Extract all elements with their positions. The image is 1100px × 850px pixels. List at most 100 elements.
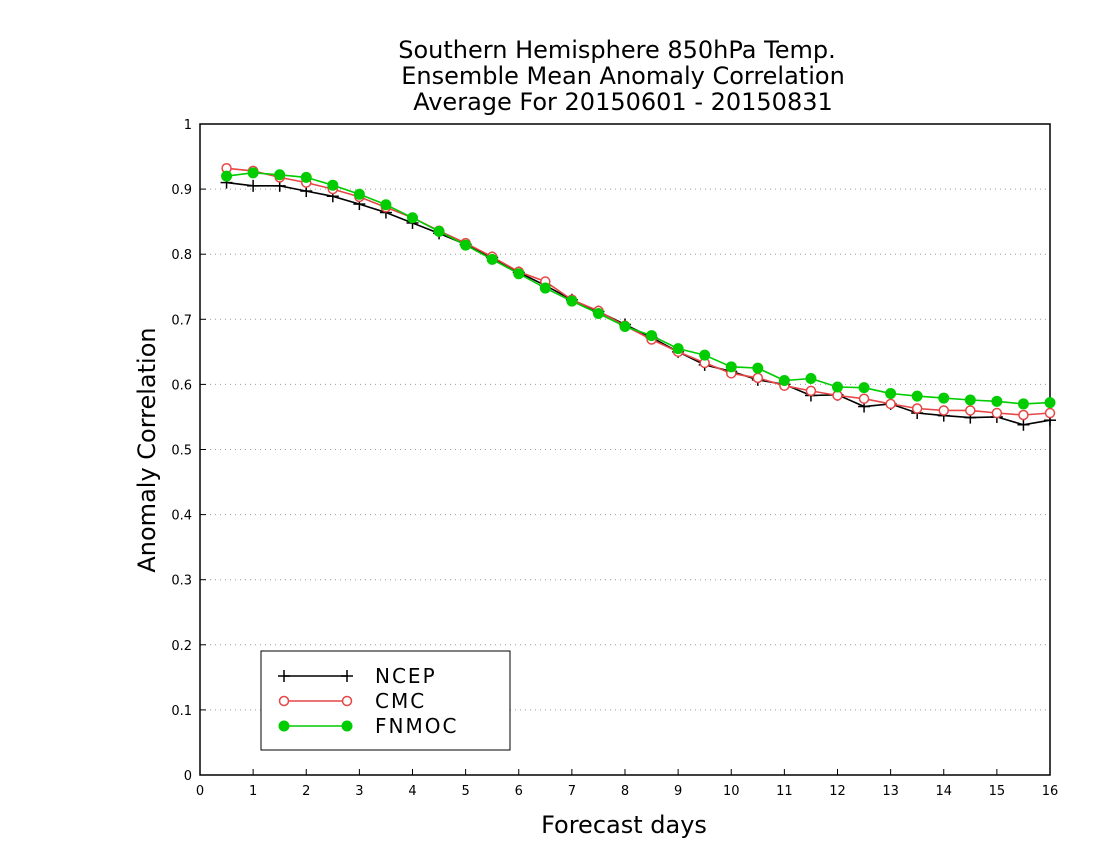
y-tick-label: 0.6 (171, 378, 192, 393)
y-tick-label: 0.9 (171, 183, 192, 198)
data-point-fnmoc (539, 282, 551, 294)
y-tick-label: 0.1 (171, 704, 192, 719)
y-tick-label: 0.5 (171, 444, 192, 459)
data-point-cmc (911, 403, 923, 414)
data-point-fnmoc (221, 170, 233, 182)
data-point-fnmoc (911, 390, 923, 402)
x-tick-label: 8 (621, 784, 629, 799)
data-point-fnmoc (274, 169, 286, 181)
x-tick-label: 16 (1042, 784, 1059, 799)
data-point-fnmoc (327, 179, 339, 191)
y-axis-ticks: 0 0.1 0.2 0.3 0.4 0.5 0.6 0.7 0.8 0.9 1 (171, 118, 206, 784)
y-tick-label: 0.4 (171, 509, 192, 524)
data-point-fnmoc (1044, 397, 1056, 409)
y-tick-label: 0.7 (171, 313, 192, 328)
grid-lines (200, 188, 1050, 711)
x-tick-label: 11 (776, 784, 793, 799)
data-point-fnmoc (805, 373, 817, 385)
legend-marker-cmc (341, 695, 353, 707)
legend-marker-ncep (341, 670, 353, 682)
y-tick-label: 0.8 (171, 248, 192, 263)
legend-marker-ncep (278, 670, 290, 682)
x-tick-label: 1 (249, 784, 257, 799)
data-point-cmc (991, 407, 1003, 419)
y-tick-label: 0.2 (171, 639, 192, 654)
chart-title-line-1: Southern Hemisphere 850hPa Temp. (398, 36, 835, 64)
x-tick-label: 15 (989, 784, 1006, 799)
data-point-ncep (247, 179, 260, 192)
x-axis-title: Forecast days (541, 811, 707, 839)
y-tick-label: 1 (184, 118, 192, 133)
data-point-fnmoc (460, 239, 472, 251)
data-point-cmc (752, 372, 764, 384)
plot-frame (199, 123, 1051, 776)
data-point-ncep (1017, 418, 1030, 431)
x-tick-label: 0 (196, 784, 204, 799)
x-tick-label: 14 (935, 784, 952, 799)
legend-label-fnmoc: FNMOC (375, 714, 458, 738)
series-ncep (220, 176, 1056, 431)
data-point-fnmoc (300, 171, 312, 183)
legend-marker-cmc (278, 695, 290, 707)
data-point-fnmoc (353, 188, 365, 200)
data-point-cmc (965, 405, 976, 416)
data-point-cmc (938, 405, 949, 416)
data-point-fnmoc (380, 199, 392, 211)
x-tick-label: 3 (355, 784, 363, 799)
series-line-ncep (226, 181, 1051, 426)
data-point-fnmoc (1017, 398, 1029, 410)
data-point-fnmoc (407, 212, 418, 224)
x-tick-label: 2 (302, 784, 310, 799)
data-point-fnmoc (646, 330, 658, 342)
data-point-fnmoc (832, 381, 843, 393)
data-point-fnmoc (938, 392, 950, 404)
data-point-fnmoc (752, 362, 764, 374)
chart-title-line-2: Ensemble Mean Anomaly Correlation (401, 62, 845, 90)
legend-marker-fnmoc (278, 720, 290, 732)
series-line-cmc (226, 167, 1051, 416)
x-tick-label: 6 (515, 784, 523, 799)
data-point-fnmoc (991, 395, 1003, 407)
data-point-fnmoc (858, 382, 870, 394)
data-point-fnmoc (885, 388, 897, 400)
data-point-cmc (885, 398, 896, 410)
chart-title-line-3: Average For 20150601 - 20150831 (413, 88, 833, 116)
data-point-fnmoc (725, 361, 737, 373)
x-tick-label: 13 (882, 784, 899, 799)
x-tick-label: 9 (674, 784, 682, 799)
chart-title: Southern Hemisphere 850hPa Temp. Ensembl… (398, 36, 845, 116)
legend-entry-cmc: CMC (278, 689, 426, 713)
series-line-fnmoc (226, 171, 1051, 405)
data-point-fnmoc (672, 343, 684, 355)
legend-label-ncep: NCEP (375, 664, 437, 688)
data-point-cmc (1018, 409, 1029, 421)
x-tick-label: 12 (829, 784, 846, 799)
data-point-fnmoc (433, 225, 445, 237)
series-cmc (221, 163, 1056, 421)
legend-entry-ncep: NCEP (278, 664, 437, 688)
data-point-cmc (858, 393, 870, 404)
data-point-fnmoc (964, 394, 976, 406)
data-point-cmc (1044, 407, 1056, 419)
data-point-cmc (805, 385, 817, 397)
x-tick-label: 10 (723, 784, 740, 799)
y-axis-title: Anomaly Correlation (133, 327, 161, 572)
series-fnmoc (221, 167, 1056, 410)
series-layer (220, 163, 1056, 431)
data-point-fnmoc (778, 374, 790, 386)
x-axis-ticks: 0 1 2 3 4 5 6 7 8 9 10 11 12 13 14 15 16 (196, 769, 1058, 799)
x-tick-label: 4 (408, 784, 416, 799)
data-point-fnmoc (592, 307, 604, 319)
data-point-fnmoc (619, 320, 631, 332)
legend-entry-fnmoc: FNMOC (278, 714, 458, 738)
data-point-fnmoc (566, 295, 578, 307)
legend-label-cmc: CMC (375, 689, 426, 713)
legend-marker-fnmoc (341, 720, 353, 732)
x-tick-label: 7 (568, 784, 576, 799)
data-point-fnmoc (486, 253, 498, 265)
y-tick-label: 0 (184, 769, 192, 784)
data-point-fnmoc (699, 349, 711, 361)
